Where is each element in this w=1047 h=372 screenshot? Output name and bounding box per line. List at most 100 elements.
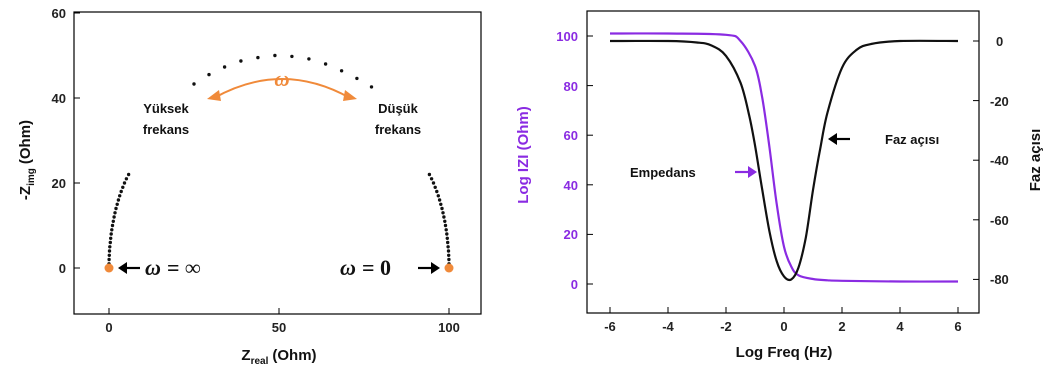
nyquist-data-point	[447, 253, 451, 257]
nyquist-x-tick-label: 0	[105, 320, 112, 335]
nyquist-data-point	[113, 211, 117, 215]
nyquist-data-point	[108, 245, 112, 249]
nyquist-y-ticks: 0 20 40 60	[52, 6, 80, 276]
bode-right-y-tick-label: 0	[996, 34, 1003, 49]
nyquist-data-point	[440, 206, 444, 211]
nyquist-data-point	[436, 194, 440, 198]
omega-arc-label: ω	[274, 67, 289, 91]
high-frequency-label-line1: Yüksek	[143, 101, 189, 116]
nyquist-x-axis-symbol: Z	[241, 347, 250, 364]
nyquist-data-point	[431, 181, 436, 185]
phase-series-line	[609, 39, 959, 282]
nyquist-data-point	[369, 85, 374, 89]
nyquist-data-point	[444, 228, 448, 232]
nyquist-data-point	[446, 240, 450, 245]
bode-plot: 0 20 40 60 80 100 0 -20 -40 -60 -80	[515, 10, 1044, 361]
nyquist-y-tick-label: 0	[59, 261, 66, 276]
nyquist-data-point	[121, 185, 125, 189]
bode-right-y-axis-title: Faz açısı	[1027, 129, 1044, 192]
nyquist-data-point	[124, 177, 129, 181]
bode-x-tick-label: 2	[838, 319, 845, 334]
bode-left-y-tick-label: 40	[564, 178, 578, 193]
nyquist-data-point	[126, 172, 131, 177]
nyquist-data-point	[443, 219, 447, 223]
nyquist-y-axis-subscript: img	[26, 168, 37, 186]
nyquist-y-tick-label: 40	[52, 91, 66, 106]
bode-left-y-axis-title: Log IZI (Ohm)	[515, 106, 532, 203]
high-frequency-label-line2: frekans	[143, 122, 189, 137]
nyquist-data-point	[110, 228, 114, 232]
nyquist-endpoint-marker	[444, 263, 454, 273]
nyquist-data-point	[109, 232, 113, 236]
nyquist-x-tick-label: 50	[272, 320, 286, 335]
nyquist-data-point	[107, 253, 112, 257]
bode-right-y-tick-label: -60	[990, 213, 1009, 228]
nyquist-data-point	[445, 236, 449, 240]
nyquist-data-point	[446, 245, 450, 249]
nyquist-endpoint-marker	[104, 263, 114, 273]
bode-x-tick-label: -6	[604, 319, 616, 334]
omega-infinity-symbol: ω	[145, 255, 161, 280]
bode-right-y-tick-label: -80	[990, 272, 1009, 287]
bode-right-y-tick-label: -40	[990, 153, 1009, 168]
nyquist-endpoints	[104, 263, 454, 273]
nyquist-data-point	[307, 57, 311, 61]
nyquist-data-point	[118, 194, 122, 198]
nyquist-x-axis-unit: (Ohm)	[272, 347, 316, 364]
nyquist-data-point	[355, 76, 359, 81]
nyquist-plot-frame	[73, 11, 482, 315]
low-frequency-label-line1: Düşük	[378, 101, 419, 116]
nyquist-data-point	[339, 69, 344, 73]
phase-annotation-arrowhead	[828, 133, 837, 145]
nyquist-y-axis-title: -Zimg (Ohm)	[17, 120, 37, 200]
nyquist-data-point	[109, 236, 113, 240]
nyquist-x-axis-title: Zreal (Ohm)	[241, 347, 316, 367]
phase-annotation-label: Faz açısı	[885, 132, 939, 147]
bode-x-axis-title: Log Freq (Hz)	[736, 344, 833, 361]
omega-arc-arrowhead-left	[207, 90, 221, 101]
omega-infinity-value: = ∞	[167, 255, 201, 280]
bode-series	[609, 32, 959, 283]
omega-arc-arrowhead-right	[343, 90, 357, 101]
nyquist-data-point	[114, 206, 118, 211]
bode-plot-frame	[586, 10, 980, 314]
nyquist-data-point	[119, 189, 123, 194]
nyquist-x-axis-subscript: real	[251, 356, 269, 367]
nyquist-data-point	[290, 54, 294, 59]
omega-zero-arrowhead	[431, 262, 440, 274]
nyquist-data-point	[427, 172, 432, 177]
nyquist-data-point	[122, 181, 127, 185]
nyquist-data-point	[192, 82, 196, 86]
bode-left-y-tick-label: 80	[564, 79, 578, 94]
bode-left-y-tick-label: 100	[556, 29, 578, 44]
bode-right-y-tick-label: -20	[990, 94, 1009, 109]
nyquist-data-point	[433, 185, 437, 189]
bode-left-y-ticks: 0 20 40 60 80 100	[556, 29, 593, 292]
nyquist-data-point	[207, 72, 211, 77]
nyquist-data-point	[435, 189, 439, 194]
bode-left-y-tick-label: 20	[564, 227, 578, 242]
omega-zero-annotation: ω = 0	[340, 255, 440, 280]
nyquist-data-point	[439, 202, 443, 206]
nyquist-y-tick-label: 20	[52, 176, 66, 191]
omega-arc-arrow	[213, 78, 351, 99]
nyquist-data-point	[446, 249, 451, 253]
nyquist-data-point	[256, 55, 260, 60]
nyquist-data-point	[445, 232, 449, 236]
impedance-series-line	[609, 32, 959, 283]
nyquist-data-point	[112, 215, 116, 219]
nyquist-data-point	[323, 62, 328, 66]
omega-zero-symbol: ω	[340, 255, 356, 280]
omega-infinity-arrowhead	[118, 262, 127, 274]
impedance-annotation-label: Empedans	[630, 165, 696, 180]
nyquist-data-point	[437, 198, 442, 202]
nyquist-data-point	[447, 257, 451, 262]
bode-x-tick-label: -4	[662, 319, 674, 334]
nyquist-data-point	[429, 177, 434, 181]
bode-x-tick-label: 6	[954, 319, 961, 334]
nyquist-data-point	[110, 223, 115, 228]
nyquist-x-ticks: 0 50 100	[105, 308, 460, 335]
impedance-annotation-arrowhead	[748, 166, 757, 178]
bode-x-tick-label: -2	[720, 319, 732, 334]
